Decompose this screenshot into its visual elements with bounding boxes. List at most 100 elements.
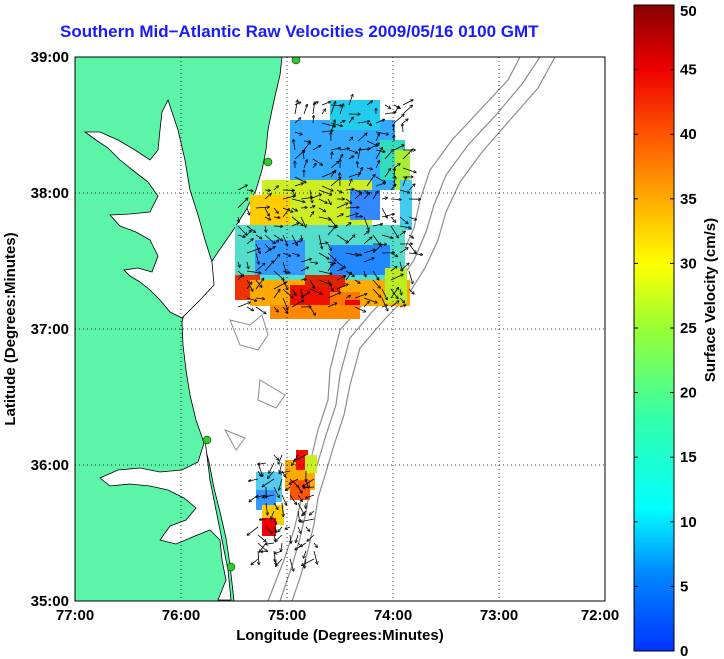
velocity-arrow <box>281 470 285 477</box>
velocity-arrow <box>264 234 275 243</box>
y-tick-label: 38:00 <box>31 185 69 202</box>
velocity-arrow <box>321 172 335 178</box>
velocity-arrow <box>237 185 247 191</box>
velocity-arrow <box>408 288 414 294</box>
velocity-arrow <box>312 146 321 151</box>
velocity-arrow <box>255 234 262 239</box>
velocity-arrow <box>345 207 359 208</box>
velocity-arrow <box>399 248 408 254</box>
velocity-arrow <box>372 245 382 254</box>
velocity-arrow <box>237 198 248 209</box>
colorbar-tick-label: 25 <box>680 320 697 337</box>
colorbar-tick-label: 40 <box>680 126 697 143</box>
velocity-arrow <box>246 282 252 290</box>
velocity-arrow <box>402 177 406 187</box>
velocity-arrow <box>282 306 288 313</box>
velocity-arrow <box>313 550 317 564</box>
velocity-arrow <box>381 288 387 300</box>
velocity-arrow <box>402 124 403 133</box>
velocity-arrow <box>273 290 280 299</box>
velocity-arrow <box>390 184 396 191</box>
velocity-arrow <box>309 212 314 218</box>
velocity-arrow <box>312 164 316 169</box>
velocity-arrow <box>309 194 321 200</box>
pamlico-sound <box>99 439 232 601</box>
velocity-arrow <box>327 198 331 204</box>
bathymetry-contour <box>291 57 556 601</box>
velocity-arrow <box>282 234 287 246</box>
velocity-arrow <box>384 112 396 115</box>
velocity-arrow <box>399 216 408 223</box>
velocity-arrow <box>372 279 380 288</box>
velocity-arrow <box>399 297 404 303</box>
velocity-arrow <box>273 240 279 245</box>
velocity-arrow <box>372 270 379 280</box>
velocity-arrow <box>402 150 412 160</box>
velocity-arrow <box>268 470 275 478</box>
velocity-arrow <box>390 199 401 200</box>
velocity-arrow <box>384 169 390 178</box>
velocity-arrow <box>354 193 362 200</box>
velocity-arrow <box>364 270 366 277</box>
velocity-arrow <box>345 214 358 218</box>
velocity-arrow <box>310 510 315 515</box>
velocity-arrow <box>393 115 404 124</box>
colorbar-tick-label: 50 <box>680 3 697 20</box>
colorbar-tick-label: 30 <box>680 255 697 272</box>
velocity-arrow <box>307 534 315 541</box>
velocity-arrow <box>282 288 293 298</box>
velocity-arrow <box>336 269 343 272</box>
velocity-arrow <box>363 250 375 254</box>
velocity-arrow <box>336 203 347 209</box>
velocity-arrow <box>327 293 340 299</box>
velocity-arrow <box>273 234 283 241</box>
velocity-arrow <box>381 305 387 307</box>
velocity-arrow <box>246 270 261 273</box>
y-tick-label: 36:00 <box>31 457 69 474</box>
velocity-arrow <box>300 292 309 299</box>
velocity-arrow <box>399 225 410 228</box>
velocity-arrow <box>282 209 289 218</box>
velocity-arrow <box>285 527 291 529</box>
x-tick-label: 76:00 <box>162 607 200 624</box>
velocity-arrow <box>255 263 265 272</box>
velocity-arrow <box>301 234 302 240</box>
bathymetry-contour <box>223 314 286 451</box>
velocity-arrow <box>327 264 333 272</box>
velocity-arrow <box>282 252 290 256</box>
velocity-arrow <box>291 216 303 225</box>
velocity-arrow <box>305 526 309 531</box>
velocity-arrow <box>297 526 301 533</box>
velocity-arrow <box>339 104 343 115</box>
velocity-arrow <box>384 104 390 108</box>
velocity-arrows <box>238 95 422 571</box>
velocity-arrow <box>330 105 342 106</box>
velocity-arrow <box>291 300 304 308</box>
velocity-arrow <box>255 252 259 264</box>
x-tick-labels: 77:00 76:00 75:00 74:00 73:00 72:00 <box>56 607 619 624</box>
velocity-arrow <box>264 216 270 220</box>
velocity-field-south <box>256 450 317 536</box>
velocity-arrow <box>339 155 343 160</box>
velocity-arrow <box>276 558 283 566</box>
velocity-arrow <box>237 225 247 235</box>
velocity-arrow <box>264 243 270 250</box>
colorbar <box>633 4 675 652</box>
velocity-arrow <box>281 494 286 505</box>
velocity-arrow <box>291 240 302 245</box>
velocity-arrow <box>275 534 283 541</box>
velocity-arrow <box>339 148 349 150</box>
velocity-arrow <box>258 550 259 564</box>
velocity-arrow <box>357 148 360 160</box>
velocity-arrow <box>345 189 354 190</box>
velocity-arrow <box>294 100 297 115</box>
velocity-arrow <box>246 306 253 310</box>
y-tick-label: 35:00 <box>31 593 69 610</box>
velocity-arrow <box>309 288 322 294</box>
velocity-arrow <box>309 262 317 263</box>
velocity-arrow <box>381 214 394 218</box>
velocity-arrow <box>273 486 279 497</box>
velocity-arrow <box>264 261 273 272</box>
velocity-arrow <box>289 558 293 571</box>
velocity-arrow <box>312 102 315 115</box>
